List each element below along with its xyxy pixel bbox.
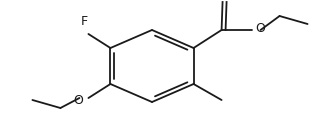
- Text: O: O: [256, 22, 266, 34]
- Text: F: F: [81, 15, 88, 28]
- Text: O: O: [74, 94, 84, 107]
